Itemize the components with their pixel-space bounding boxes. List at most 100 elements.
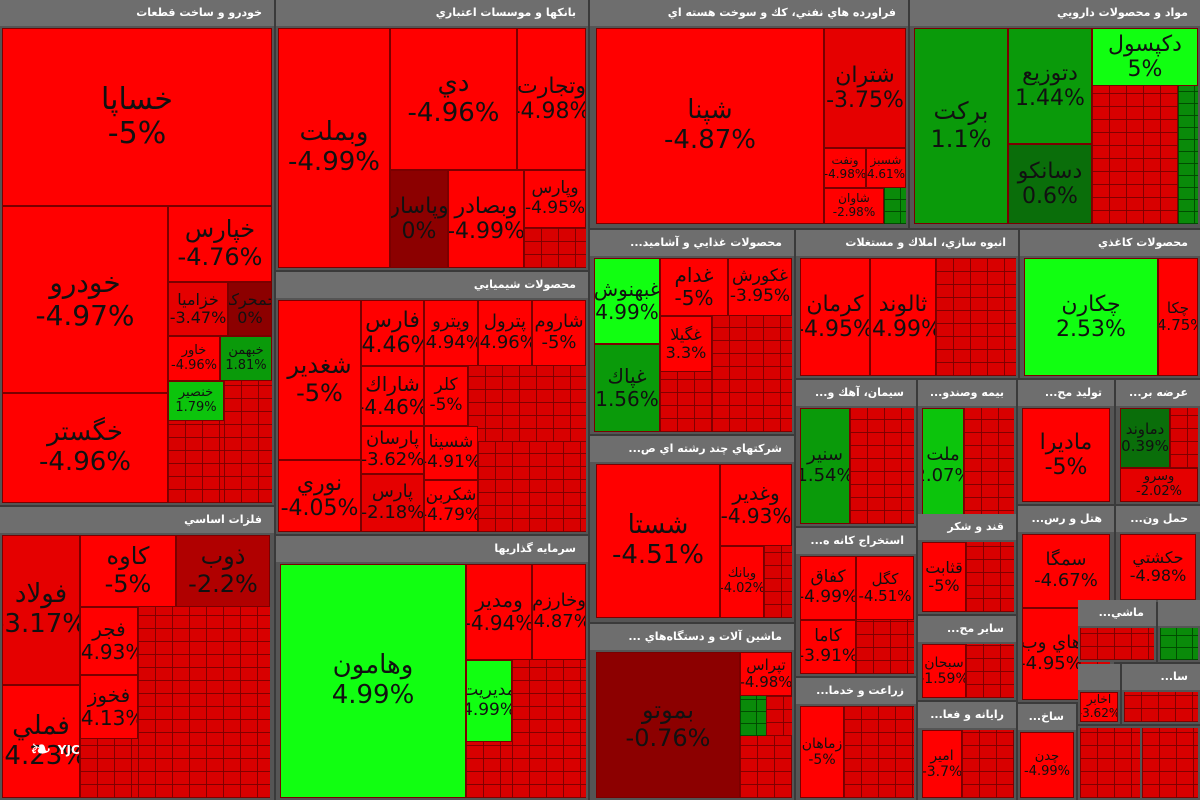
tile-kerman[interactable]: كرمان -4.95% (800, 258, 870, 376)
tile-senir[interactable]: سنير 1.54% (800, 408, 850, 524)
tile-bemoto[interactable]: بموتو -0.76% (596, 652, 740, 798)
tile-vnaft[interactable]: ونفت -4.98% (824, 148, 866, 188)
tile-ghazar[interactable]: غدام -5% (660, 258, 728, 316)
dense-tiles[interactable] (1178, 86, 1198, 224)
sector-supply[interactable]: عرضه بر... دماوند 0.39% وسرو -2.02% (1116, 380, 1200, 504)
tile-vtejarat[interactable]: وتجارت -4.98% (517, 28, 586, 170)
dense-tiles[interactable] (966, 644, 1014, 698)
tile-chkaghaz[interactable]: چكا -4.75% (1158, 258, 1198, 376)
tile-shavan[interactable]: شاوان -2.98% (824, 188, 884, 224)
tile-chekaran[interactable]: چكارن 2.53% (1024, 258, 1158, 376)
sector-paper[interactable]: محصولات كاغذي چكارن 2.53% چكا -4.75% (1020, 230, 1200, 378)
tile-fkhooz[interactable]: فخوز -4.13% (80, 675, 138, 739)
tile-dtoziy[interactable]: دتوزيع 1.44% (1008, 28, 1092, 144)
tile-thalvand[interactable]: ثالوند -4.99% (870, 258, 936, 376)
dense-tiles[interactable] (660, 372, 712, 432)
tile-kafagh[interactable]: كفاق -4.99% (800, 556, 856, 620)
dense-tiles[interactable] (1080, 628, 1154, 660)
dense-tiles[interactable] (764, 546, 792, 618)
tile-madira[interactable]: ماديرا -5% (1022, 408, 1110, 502)
dense-tiles[interactable] (466, 742, 512, 798)
dense-tiles[interactable] (478, 442, 586, 532)
sector-banks[interactable]: بانکها و موسسات اعتباري وبملت -4.99% دي … (276, 0, 588, 270)
dense-tiles[interactable] (712, 316, 792, 432)
tile-zob[interactable]: ذوب -2.2% (176, 535, 270, 607)
tile-vpars[interactable]: وپارس -4.95% (524, 170, 586, 228)
tile-vkharazm[interactable]: وخارزم -4.87% (532, 564, 586, 660)
tile-nori[interactable]: نوري -4.05% (278, 460, 361, 532)
tile-sharak[interactable]: شاراك -4.46% (361, 366, 424, 426)
sector-mining[interactable]: استخراج كانه ه... كفاق -4.99% كگل -4.51%… (796, 528, 916, 676)
sector-metals[interactable]: فلزات اساسي فولاد -3.17% فملي -4.23% كاو… (0, 507, 274, 800)
sector-saa2[interactable]: ساخ... چدن -4.99% (1018, 704, 1076, 800)
sector-machin2[interactable]: ماشي... (1078, 600, 1156, 662)
tile-shetran[interactable]: شتران -3.75% (824, 28, 906, 148)
dense-tiles[interactable] (1124, 692, 1198, 722)
sector-saa[interactable]: سا... (1122, 664, 1200, 724)
dense-tiles[interactable] (936, 258, 1016, 376)
dense-tiles[interactable] (224, 381, 272, 503)
tile-day[interactable]: دي -4.96% (390, 28, 517, 170)
tile-ghshahd[interactable]: قثابت -5% (922, 542, 966, 612)
sector-elec[interactable]: توليد مح... ماديرا -5% (1018, 380, 1114, 504)
dense-tiles[interactable] (168, 421, 224, 503)
dense-tiles[interactable] (80, 739, 138, 798)
tile-fajr[interactable]: فجر -4.93% (80, 607, 138, 675)
dense-tiles[interactable] (740, 696, 766, 736)
sector-cement[interactable]: سيمان، آهك و... سنير 1.54% (796, 380, 916, 526)
tile-verow[interactable]: وسرو -2.02% (1120, 468, 1198, 502)
tile-sbahan[interactable]: سبحان -1.59% (922, 644, 966, 698)
dense-tiles[interactable] (524, 228, 586, 268)
tile-amir[interactable]: امير -3.7% (922, 730, 962, 798)
sector-ss[interactable]: اخابر -3.62% (1078, 664, 1120, 724)
tile-vghadir[interactable]: وغدير -4.93% (720, 464, 792, 546)
tile-khodro[interactable]: خودرو -4.97% (2, 206, 168, 393)
sector-auto[interactable]: خودرو و ساخت قطعات خساپا -5% خودرو -4.97… (0, 0, 274, 505)
tile-khansar[interactable]: خنصير 1.79% (168, 381, 224, 421)
dense-tiles[interactable] (740, 736, 792, 798)
sector-mass[interactable]: انبوه سازي، املاك و مستغلات كرمان -4.95%… (796, 230, 1018, 378)
tile-shesabz[interactable]: شسبز 4.61% (866, 148, 906, 188)
tile-khmehr[interactable]: خمحركه 0% (228, 282, 272, 336)
dense-tiles[interactable] (966, 542, 1014, 612)
tile-kegol[interactable]: كگل -4.51% (856, 556, 914, 620)
tile-melat[interactable]: ملت 2.07% (922, 408, 964, 524)
sector-invest[interactable]: سرمايه گذاريها وهامون 4.99% ومدير -4.94%… (276, 536, 588, 800)
tile-petrol[interactable]: پترول -4.96% (478, 300, 532, 366)
dense-tiles[interactable] (468, 366, 586, 442)
tile-vabmellat[interactable]: وبملت -4.99% (278, 28, 390, 268)
tile-zamahan[interactable]: زماهان -5% (800, 706, 844, 798)
tile-khbahman[interactable]: خبهمن 1.81% (220, 336, 272, 381)
tile-ghabhanosh[interactable]: غبهنوش 4.99% (594, 258, 660, 344)
dense-tiles[interactable] (1092, 86, 1178, 224)
tile-sharoom[interactable]: شاروم -5% (532, 300, 586, 366)
tile-khavor[interactable]: خاور -4.96% (168, 336, 220, 381)
tile-ghkoorosh[interactable]: غكورش -3.95% (728, 258, 792, 316)
tile-dsanko[interactable]: دسانكو 0.6% (1008, 144, 1092, 224)
tile-shapna[interactable]: شپنا -4.87% (596, 28, 824, 224)
dense-tiles[interactable] (138, 607, 270, 798)
tile-farse[interactable]: فارس -4.46% (361, 300, 424, 366)
sector-transport[interactable]: حمل ون... حكشتي -4.98% (1116, 506, 1200, 602)
dense-tiles[interactable] (1170, 408, 1198, 468)
tile-kaspan[interactable]: تپراس -4.98% (740, 652, 792, 696)
tile-barkat[interactable]: بركت 1.1% (914, 28, 1008, 224)
tile-hkeshti[interactable]: حكشتي -4.98% (1120, 534, 1196, 600)
dense-tiles[interactable] (1160, 628, 1198, 660)
tile-kama[interactable]: كاما -3.91% (800, 620, 856, 674)
sector-computer[interactable]: رايانه و فعا... امير -3.7% (918, 702, 1016, 800)
tile-smeka[interactable]: سمگا -4.67% (1022, 534, 1110, 608)
tile-shsina[interactable]: شسينا -4.91% (424, 426, 478, 480)
sector-machinery[interactable]: ماشين آلات و دستگاه‌هاي ... بموتو -0.76%… (590, 624, 794, 800)
tile-fmeli[interactable]: فملي -4.23% (2, 685, 80, 798)
tile-khpars[interactable]: خپارس -4.76% (168, 206, 272, 282)
dense-tiles[interactable] (766, 696, 792, 736)
sector-other[interactable]: ساير مح... سبحان -1.59% (918, 616, 1016, 700)
dense-tiles[interactable] (884, 188, 906, 224)
tile-shpars[interactable]: پارس -2.18% (361, 474, 424, 532)
dense-tiles[interactable] (1142, 728, 1198, 798)
sector-sugar[interactable]: قند و شكر قثابت -5% (918, 514, 1016, 614)
tile-ghpak[interactable]: غپاك 1.56% (594, 344, 660, 432)
tile-vbank[interactable]: وبانك -4.02% (720, 546, 764, 618)
tile-haybar[interactable]: هاي وب -4.95% (1022, 608, 1080, 700)
